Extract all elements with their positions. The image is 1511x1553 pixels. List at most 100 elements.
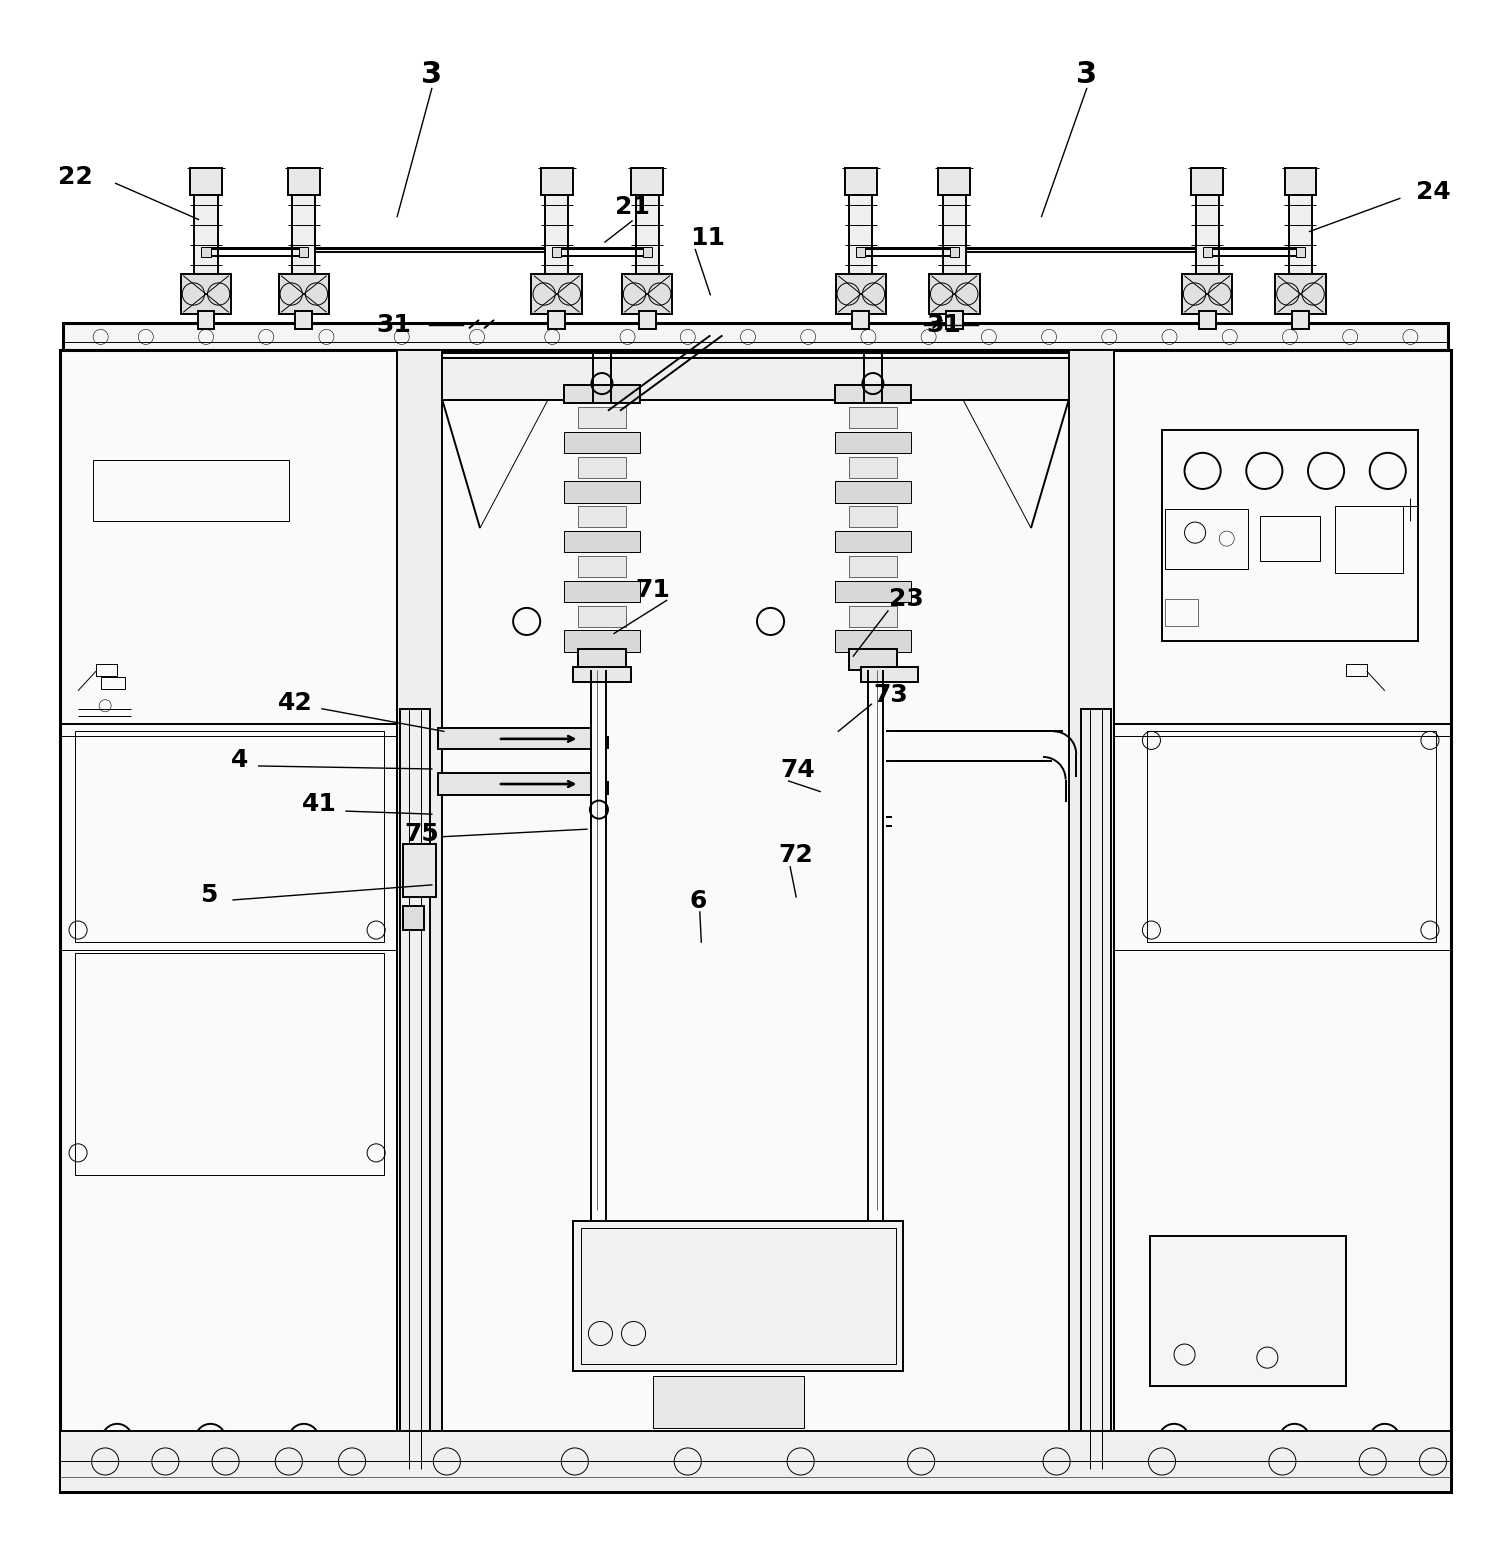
Bar	[938, 168, 970, 196]
Text: 41: 41	[302, 792, 337, 815]
Bar	[443, 359, 1068, 401]
Bar	[289, 168, 320, 196]
Bar	[849, 196, 872, 275]
Bar	[564, 432, 639, 453]
Bar	[943, 196, 966, 275]
Bar	[1068, 351, 1114, 1491]
Bar	[577, 556, 626, 578]
Text: 75: 75	[403, 822, 438, 846]
Bar	[1296, 247, 1306, 258]
Bar	[577, 606, 626, 627]
Bar	[577, 457, 626, 478]
Bar	[636, 196, 659, 275]
Bar	[94, 460, 289, 520]
Bar	[181, 273, 231, 314]
Bar	[836, 481, 911, 503]
Bar	[1292, 311, 1309, 329]
Bar	[438, 728, 591, 750]
Bar	[857, 247, 866, 258]
Bar	[836, 531, 911, 553]
Bar	[623, 273, 672, 314]
Bar	[573, 666, 630, 682]
Bar	[639, 311, 656, 329]
Bar	[1147, 731, 1435, 943]
Bar	[1289, 196, 1312, 275]
Bar	[564, 481, 639, 503]
Bar	[929, 273, 979, 314]
Bar	[580, 1228, 896, 1364]
Bar	[849, 506, 898, 528]
Bar	[564, 581, 639, 603]
Text: 72: 72	[778, 843, 813, 867]
Bar	[1275, 273, 1325, 314]
Bar	[548, 311, 565, 329]
Bar	[861, 666, 919, 682]
Bar	[201, 247, 210, 258]
Bar	[573, 1221, 904, 1371]
Bar	[76, 731, 384, 943]
Bar	[1336, 506, 1402, 573]
Text: 3: 3	[422, 61, 443, 90]
Bar	[299, 247, 308, 258]
Text: 3: 3	[1076, 61, 1097, 90]
Bar	[60, 1432, 1451, 1491]
Bar	[1198, 311, 1215, 329]
Bar	[1203, 247, 1212, 258]
Bar	[1346, 663, 1367, 676]
Bar	[577, 506, 626, 528]
Bar	[1165, 599, 1198, 626]
Bar	[849, 606, 898, 627]
Bar	[1165, 508, 1248, 568]
Bar	[1191, 168, 1222, 196]
Bar	[564, 385, 639, 404]
Bar	[849, 407, 898, 429]
Text: 73: 73	[873, 683, 908, 707]
Bar	[545, 196, 568, 275]
Bar	[950, 247, 959, 258]
Bar	[946, 311, 963, 329]
Bar	[849, 556, 898, 578]
Text: 6: 6	[689, 890, 707, 913]
Bar	[292, 196, 316, 275]
Text: 5: 5	[201, 884, 218, 907]
Bar	[63, 323, 1448, 351]
Text: 4: 4	[231, 749, 248, 772]
Text: 23: 23	[888, 587, 923, 610]
Bar	[195, 196, 218, 275]
Bar	[1162, 430, 1417, 641]
Bar	[632, 168, 663, 196]
Bar	[296, 311, 313, 329]
Text: 42: 42	[278, 691, 313, 714]
Bar	[101, 677, 125, 690]
Bar	[1284, 168, 1316, 196]
Text: 21: 21	[615, 196, 650, 219]
Text: 74: 74	[780, 758, 814, 783]
Text: 31: 31	[376, 312, 411, 337]
Bar	[278, 273, 329, 314]
Bar	[836, 581, 911, 603]
Bar	[552, 247, 561, 258]
Bar	[845, 168, 876, 196]
Bar	[564, 631, 639, 652]
Bar	[397, 351, 443, 1491]
Bar	[642, 247, 651, 258]
Bar	[1080, 708, 1111, 1469]
Bar	[60, 351, 1451, 1491]
Bar	[438, 773, 591, 795]
Bar	[190, 168, 222, 196]
Bar	[1195, 196, 1219, 275]
Text: 24: 24	[1416, 180, 1451, 205]
Bar	[403, 845, 437, 898]
Bar	[836, 273, 885, 314]
Bar	[76, 952, 384, 1176]
Bar	[403, 905, 425, 930]
Bar	[852, 311, 869, 329]
Bar	[400, 708, 431, 1469]
Bar	[653, 1376, 804, 1429]
Bar	[577, 407, 626, 429]
Bar	[97, 663, 118, 676]
Text: 31: 31	[926, 312, 961, 337]
Bar	[1182, 273, 1233, 314]
Bar	[541, 168, 573, 196]
Text: 11: 11	[691, 225, 725, 250]
